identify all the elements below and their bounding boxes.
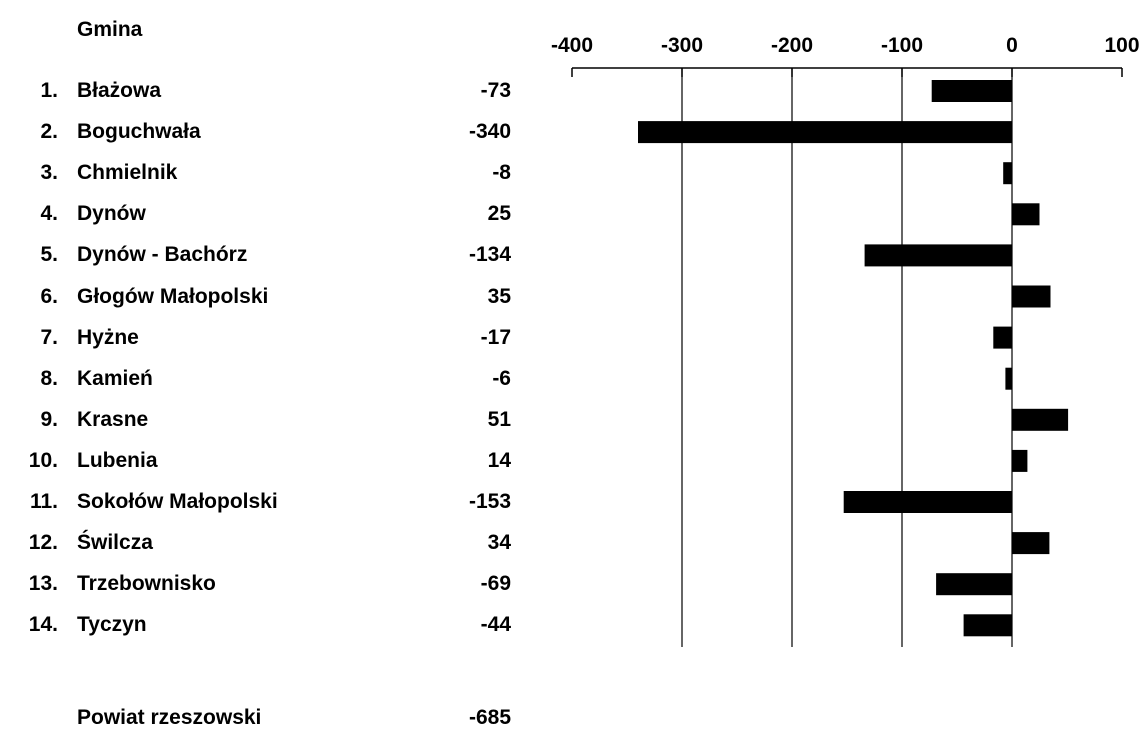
- category-label: Kamień: [77, 366, 153, 390]
- category-label: Tyczyn: [77, 613, 147, 637]
- data-label: -6: [492, 366, 511, 390]
- bar: [1012, 449, 1028, 472]
- x-tick-label: 0: [1006, 34, 1018, 57]
- data-label: -73: [480, 79, 511, 102]
- row-number: 1.: [40, 79, 58, 102]
- row-number: 2.: [40, 120, 58, 144]
- data-label: 25: [487, 202, 511, 226]
- x-tick-label: -200: [771, 34, 813, 57]
- x-tick-label: -100: [881, 34, 923, 57]
- bar: [1012, 532, 1050, 555]
- row-number: 9.: [40, 407, 58, 431]
- category-label: Błażowa: [77, 79, 162, 102]
- row-number: 5.: [40, 243, 58, 267]
- category-label: Dynów - Bachórz: [77, 243, 248, 267]
- data-label: 35: [487, 284, 511, 308]
- bar: [993, 326, 1012, 349]
- category-label: Trzebownisko: [77, 572, 216, 596]
- row-number: 12.: [28, 531, 58, 555]
- row-number: 13.: [28, 572, 58, 596]
- data-label: -134: [468, 243, 511, 267]
- category-label: Krasne: [77, 407, 149, 431]
- data-label: -340: [468, 120, 511, 144]
- row-number: 3.: [40, 161, 58, 185]
- category-label: Boguchwała: [77, 120, 201, 144]
- row-number: 14.: [28, 613, 58, 637]
- bar: [963, 614, 1012, 637]
- category-label: Lubenia: [77, 448, 158, 472]
- row-number: 8.: [40, 366, 58, 390]
- total-label: Powiat rzeszowski: [77, 706, 262, 729]
- total-value: -685: [468, 706, 511, 729]
- data-label: -44: [480, 613, 511, 637]
- row-number: 7.: [40, 325, 58, 349]
- category-label: Głogów Małopolski: [77, 284, 269, 308]
- data-label: -153: [468, 490, 511, 513]
- row-number: 11.: [29, 490, 58, 513]
- x-tick-label: -400: [551, 34, 593, 57]
- data-label: 51: [487, 407, 511, 431]
- data-label: -17: [480, 325, 511, 349]
- category-label: Świlcza: [77, 531, 153, 555]
- data-label: 14: [487, 448, 511, 472]
- bar: [1005, 367, 1012, 390]
- x-tick-label: 100: [1104, 34, 1139, 57]
- data-label: -69: [480, 572, 511, 596]
- x-tick-label: -300: [661, 34, 703, 57]
- bar: [1003, 162, 1012, 185]
- category-label: Chmielnik: [77, 161, 178, 185]
- bar: [843, 491, 1012, 513]
- row-number: 4.: [40, 202, 58, 226]
- row-number: 10.: [28, 448, 58, 472]
- data-label: -8: [492, 161, 511, 185]
- bar: [1012, 408, 1069, 431]
- bar: [864, 244, 1012, 267]
- bar: [936, 573, 1012, 596]
- row-number: 6.: [40, 284, 58, 308]
- column-header: Gmina: [77, 18, 143, 41]
- category-label: Hyżne: [77, 325, 139, 349]
- category-label: Dynów: [77, 202, 146, 226]
- bar: [638, 121, 1012, 144]
- bar: [1012, 285, 1051, 308]
- bar: [931, 80, 1012, 102]
- category-label: Sokołów Małopolski: [77, 490, 278, 513]
- bar: [1012, 203, 1040, 226]
- data-label: 34: [487, 531, 511, 555]
